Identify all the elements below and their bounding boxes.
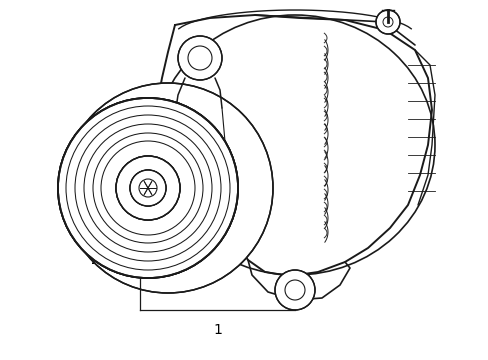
Circle shape [58, 98, 238, 278]
Circle shape [178, 36, 222, 80]
Circle shape [116, 156, 180, 220]
Circle shape [375, 10, 399, 34]
Text: 2: 2 [90, 253, 99, 267]
Text: 1: 1 [213, 323, 222, 337]
Circle shape [58, 98, 238, 278]
Circle shape [116, 156, 180, 220]
Circle shape [274, 270, 314, 310]
Circle shape [63, 83, 272, 293]
Circle shape [130, 170, 165, 206]
Circle shape [130, 170, 165, 206]
